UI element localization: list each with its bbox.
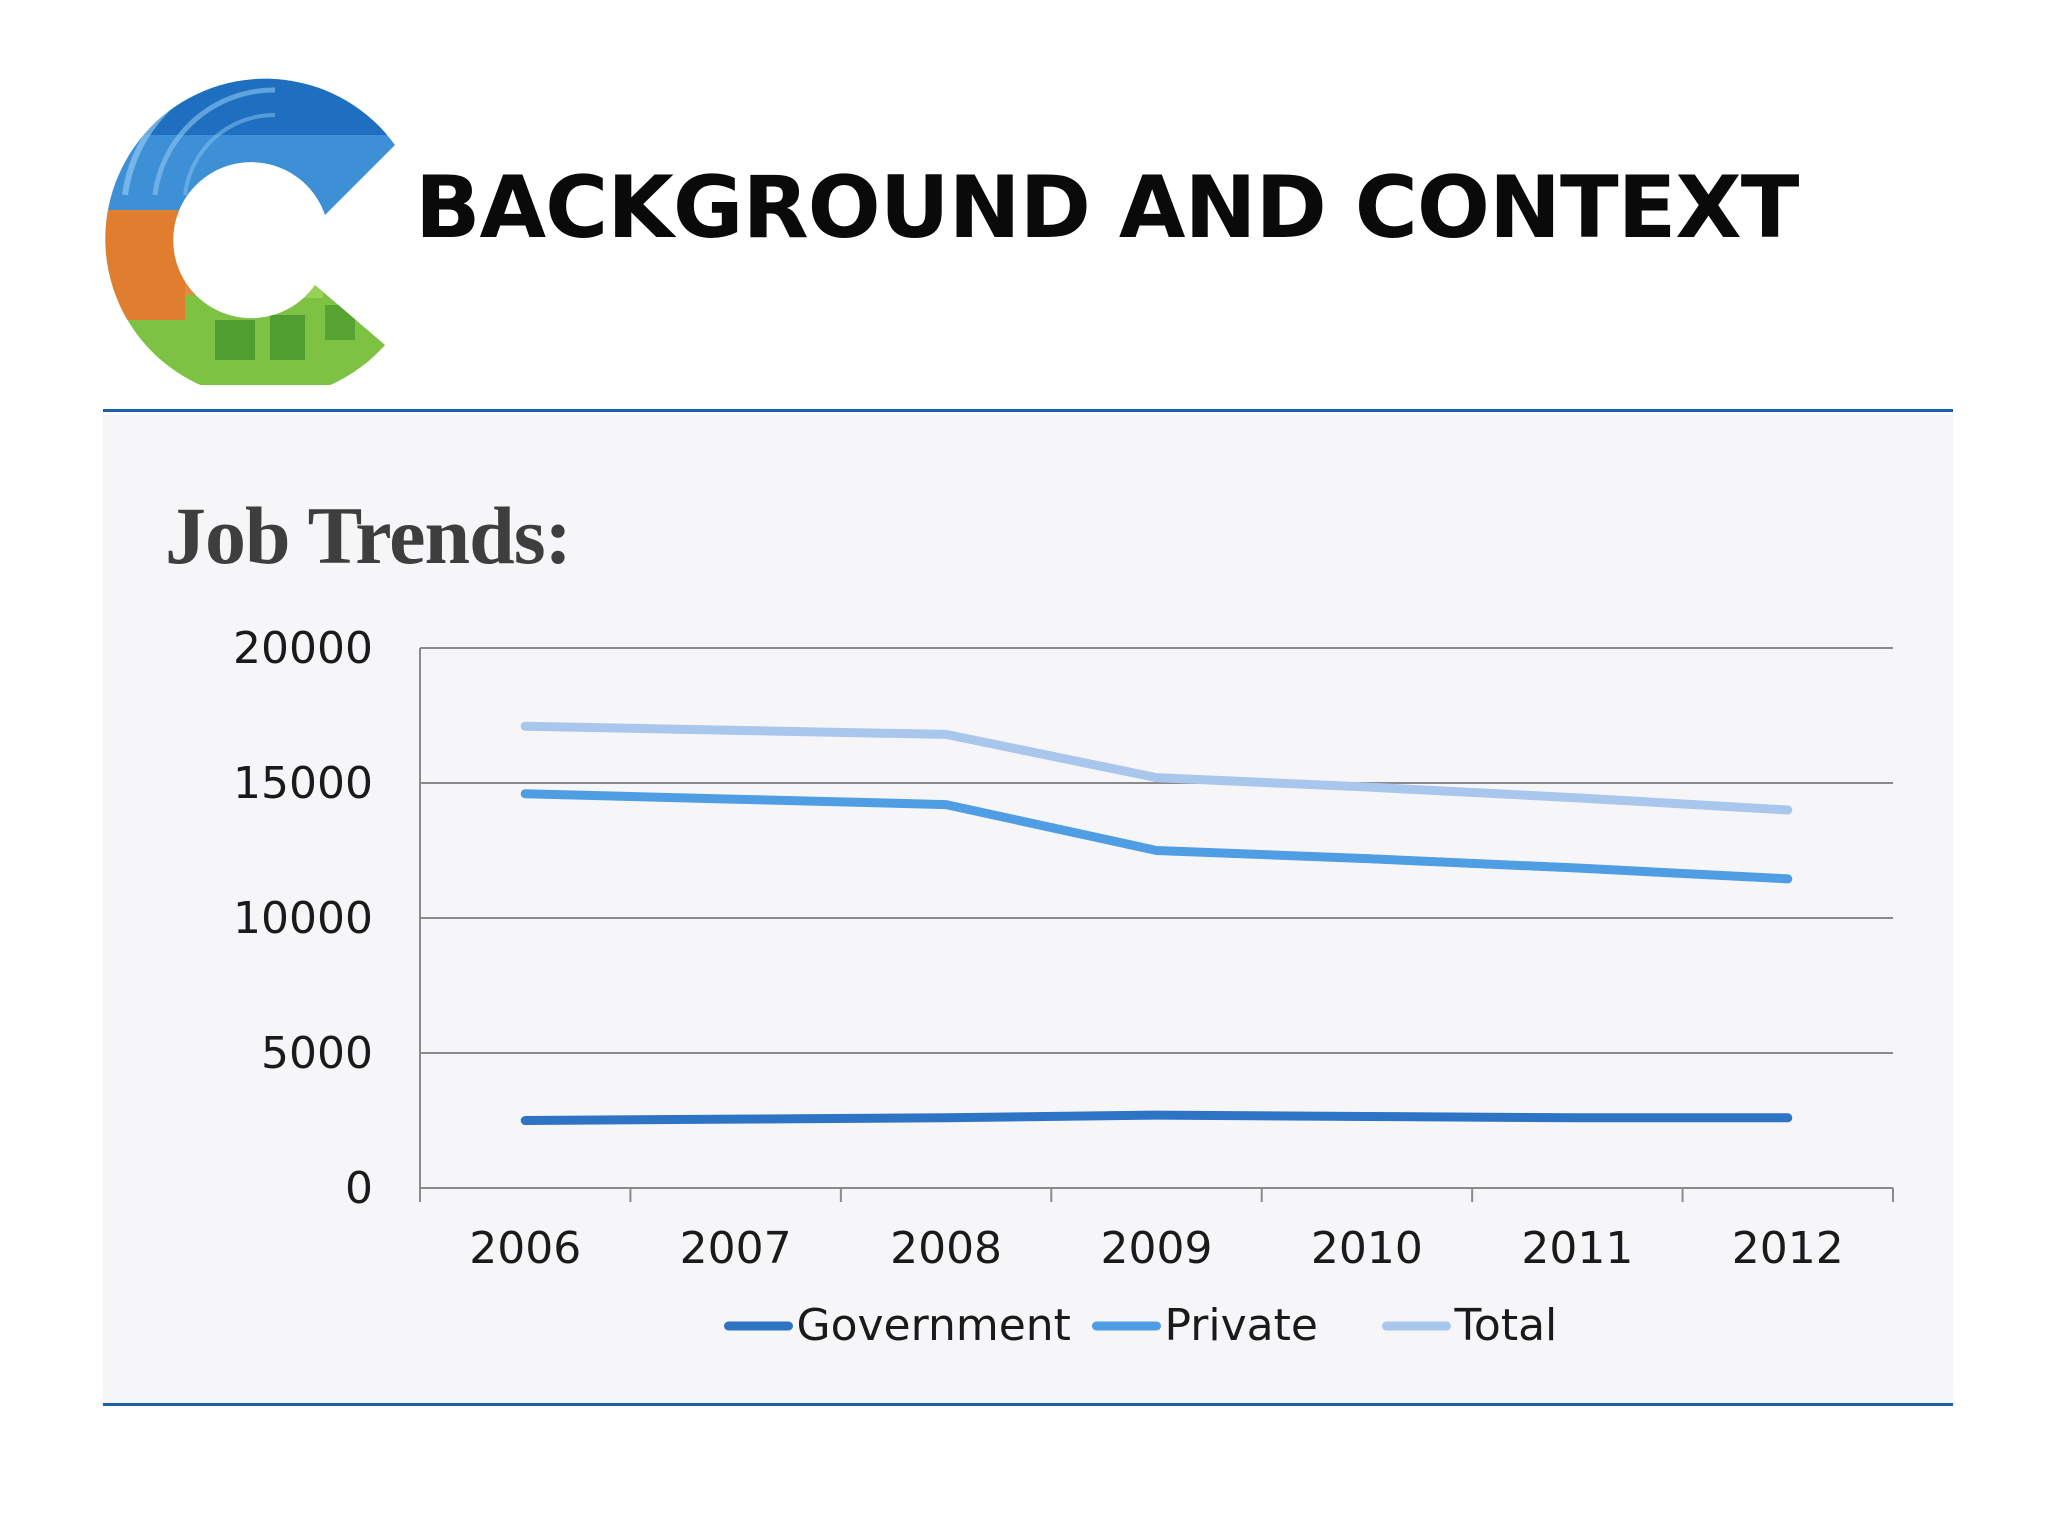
y-tick-label: 15000 (233, 758, 373, 809)
series-line-government (520, 1110, 1793, 1125)
bottom-divider (103, 1403, 1953, 1406)
section-heading: Job Trends: (165, 490, 572, 581)
x-tick-label: 2010 (1311, 1223, 1423, 1274)
top-divider (103, 409, 1953, 412)
c-logo-icon (105, 78, 396, 385)
series-line-total (520, 721, 1793, 815)
legend-label-government: Government (797, 1300, 1071, 1351)
series-line-private (520, 789, 1793, 884)
slide-title: BACKGROUND AND CONTEXT (415, 158, 1799, 258)
x-tick-label: 2007 (680, 1223, 792, 1274)
content-panel (103, 415, 1953, 1405)
x-tick-label: 2008 (890, 1223, 1002, 1274)
chart-axes (419, 648, 1894, 1202)
y-tick-label: 10000 (233, 893, 373, 944)
chart-legend: Government Private Total (724, 1300, 1558, 1351)
x-tick-label: 2012 (1732, 1223, 1844, 1274)
x-tick-label: 2009 (1101, 1223, 1213, 1274)
y-tick-labels: 0 5000 10000 15000 20000 (233, 623, 373, 1214)
series-lines (520, 721, 1793, 1125)
x-tick-label: 2011 (1521, 1223, 1633, 1274)
y-tick-label: 0 (345, 1163, 373, 1214)
x-tick-labels: 2006 2007 2008 2009 2010 2011 2012 (469, 1223, 1844, 1274)
legend-label-total: Total (1454, 1300, 1558, 1351)
legend-label-private: Private (1165, 1300, 1318, 1351)
grid-lines (420, 647, 1893, 1054)
y-tick-label: 5000 (261, 1028, 373, 1079)
x-tick-label: 2006 (469, 1223, 581, 1274)
y-tick-label: 20000 (233, 623, 373, 674)
